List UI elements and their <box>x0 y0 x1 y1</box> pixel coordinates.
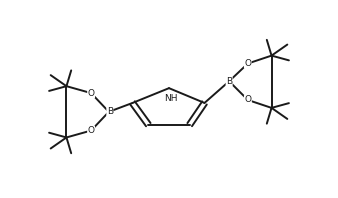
Text: O: O <box>244 95 251 105</box>
Text: O: O <box>244 59 251 68</box>
Text: NH: NH <box>164 93 178 103</box>
Text: B: B <box>107 107 113 116</box>
Text: O: O <box>88 126 95 135</box>
Text: O: O <box>88 89 95 98</box>
Text: B: B <box>226 77 232 86</box>
